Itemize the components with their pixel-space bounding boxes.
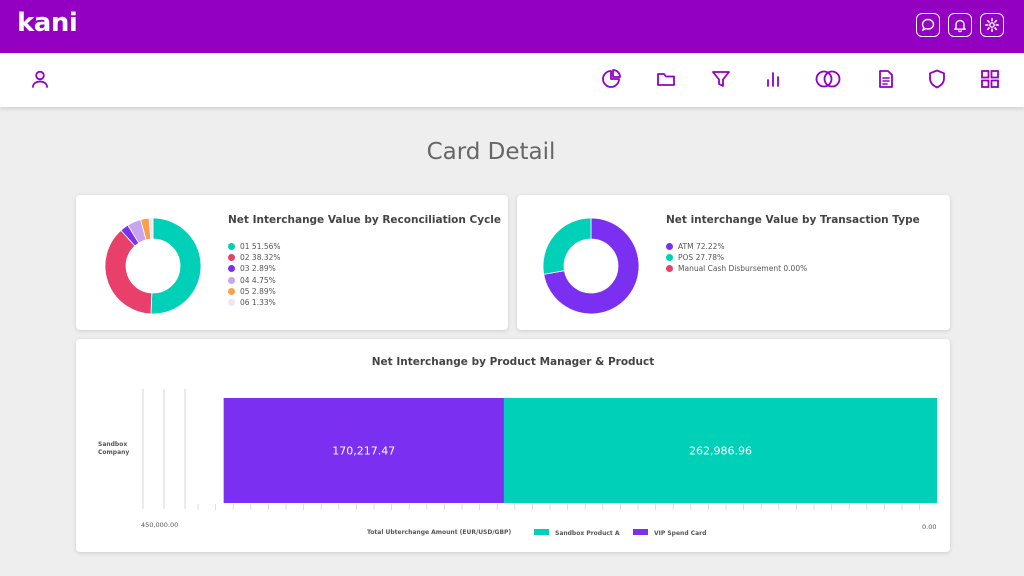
legend-label: 02 38.32% (240, 253, 281, 263)
legend-dot (228, 287, 235, 295)
legend-label: 06 1.33% (240, 298, 276, 308)
cycle-legend-item[interactable]: 05 2.89% (228, 286, 281, 297)
document-icon[interactable] (875, 68, 897, 90)
gear-icon[interactable] (980, 13, 1004, 37)
pie-chart-icon[interactable] (600, 68, 622, 90)
legend-dot (228, 276, 235, 284)
type-legend-item[interactable]: ATM 72.22% (666, 241, 807, 252)
shield-icon[interactable] (926, 68, 948, 90)
legend-label: 03 2.89% (240, 264, 276, 274)
category-label: Company (98, 449, 129, 456)
category-label: Sandbox (98, 441, 127, 448)
cycle-slice-06[interactable] (148, 217, 154, 240)
type-chart-legend: ATM 72.22% POS 27.78% Manual Cash Disburse… (666, 241, 807, 275)
cycle-legend-item[interactable]: 04 4.75% (228, 275, 281, 286)
legend-label: 04 4.75% (240, 275, 276, 285)
legend-swatch (534, 529, 549, 535)
cycle-slice-01[interactable] (150, 217, 202, 315)
legend-dot (228, 299, 235, 307)
top-actions (916, 13, 1004, 37)
user-icon[interactable] (30, 69, 50, 94)
bar-chart-icon[interactable] (762, 68, 784, 90)
filter-icon[interactable] (710, 68, 732, 90)
legend-dot (666, 265, 673, 273)
top-bar: kani (0, 0, 1024, 53)
legend-dot (228, 265, 235, 273)
bar-vip-spend-card[interactable] (223, 398, 504, 503)
cycle-legend-item[interactable]: 01 51.56% (228, 241, 281, 252)
type-chart-title: Net interchange Value by Transaction Typ… (666, 214, 920, 226)
cycle-slice-02[interactable] (104, 229, 153, 315)
type-legend-item[interactable]: Manual Cash Disbursement 0.00% (666, 263, 807, 274)
bell-icon[interactable] (948, 13, 972, 37)
legend-label: ATM 72.22% (678, 242, 725, 252)
nav-bar (0, 53, 1024, 107)
bar-sandbox-product-a[interactable] (503, 398, 937, 503)
legend-label[interactable]: Sandbox Product A (555, 530, 620, 537)
type-donut-chart (542, 217, 640, 315)
legend-label: 05 2.89% (240, 286, 276, 296)
type-slice-atm[interactable] (543, 217, 640, 315)
legend-label[interactable]: VIP Spend Card (654, 530, 706, 537)
legend-dot (228, 254, 235, 262)
legend-swatch (633, 529, 648, 535)
cycle-legend-item[interactable]: 02 38.32% (228, 252, 281, 263)
legend-dot (666, 243, 673, 251)
kani-logo[interactable]: kani (17, 8, 78, 38)
type-chart-card: Net interchange Value by Transaction Typ… (517, 195, 950, 330)
x-axis-title: Total Ubterchange Amount (EUR/USD/GBP) (367, 529, 511, 536)
legend-label: POS 27.78% (678, 253, 725, 263)
product-chart-card: Net Interchange by Product Manager & Pro… (76, 339, 950, 552)
page-title: Card Detail (426, 139, 556, 165)
folder-icon[interactable] (655, 68, 677, 90)
legend-dot (666, 254, 673, 262)
legend-label: 01 51.56% (240, 242, 281, 252)
legend-label: Manual Cash Disbursement 0.00% (678, 264, 808, 274)
cycle-chart-card: Net Interchange Value by Reconciliation … (76, 195, 508, 330)
cards-icon[interactable] (813, 68, 843, 90)
x-axis-tick-label: 450,000.00 (141, 521, 178, 529)
cycle-legend-item[interactable]: 06 1.33% (228, 297, 281, 308)
cycle-chart-legend: 01 51.56% 02 38.32% 03 2.89% 04 4.75% 05 2.8… (228, 241, 281, 308)
bar-value-label: 170,217.47 (332, 445, 395, 458)
type-legend-item[interactable]: POS 27.78% (666, 252, 807, 263)
legend-dot (228, 243, 235, 251)
cycle-chart-title: Net Interchange Value by Reconciliation … (228, 214, 502, 226)
cycle-donut-chart (104, 217, 202, 315)
type-slice-pos[interactable] (542, 217, 592, 275)
product-chart-title: Net Interchange by Product Manager & Pro… (371, 356, 655, 368)
chat-icon[interactable] (916, 13, 940, 37)
bar-value-label: 262,986.96 (689, 445, 752, 458)
cycle-legend-item[interactable]: 03 2.89% (228, 263, 281, 274)
x-axis-tick-label: 0.00 (922, 523, 936, 531)
grid-icon[interactable] (979, 68, 1001, 90)
